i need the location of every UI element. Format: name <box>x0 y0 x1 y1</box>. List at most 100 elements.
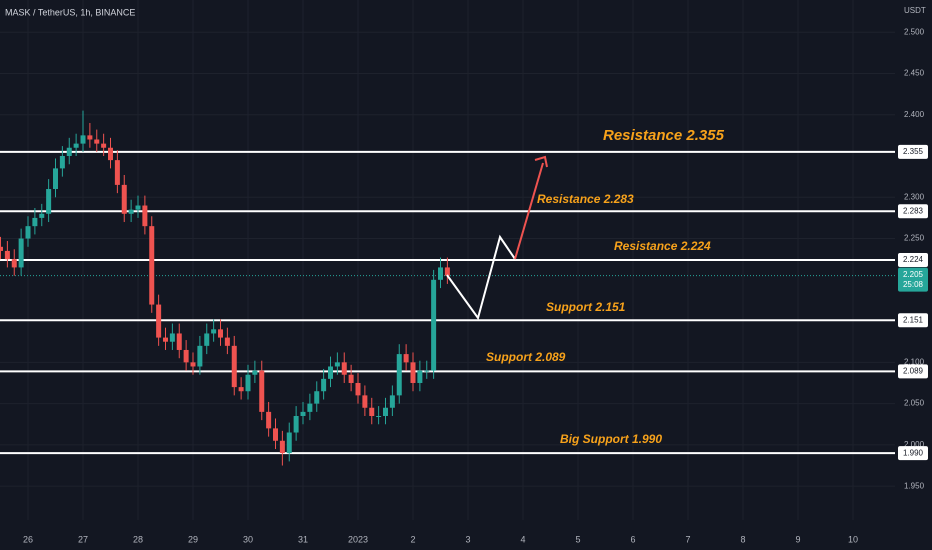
candle-body <box>25 226 31 239</box>
candle-body <box>300 411 306 416</box>
x-tick-label: 26 <box>23 534 33 544</box>
y-tick-label: 2.300 <box>904 192 925 201</box>
annotation: Support 2.089 <box>486 350 566 364</box>
x-tick-label: 7 <box>685 534 690 544</box>
x-tick-label: 2 <box>410 534 415 544</box>
candle-body <box>328 366 334 379</box>
x-tick-label: 29 <box>188 534 198 544</box>
x-tick-label: 8 <box>740 534 745 544</box>
x-tick-label: 28 <box>133 534 143 544</box>
candle-body <box>156 304 162 338</box>
candle-body <box>66 147 72 156</box>
candle-body <box>314 391 320 404</box>
level-label: 2.283 <box>903 206 924 215</box>
candle-body <box>321 378 327 392</box>
candle-body <box>231 345 237 388</box>
x-tick-label: 3 <box>465 534 470 544</box>
y-tick-label: 1.950 <box>904 481 925 490</box>
candle-body <box>410 362 416 383</box>
candle-body <box>94 139 100 144</box>
candle-body <box>101 143 107 148</box>
chart-title: MASK / TetherUS, 1h, BINANCE <box>5 7 135 17</box>
y-tick-label: 2.000 <box>904 440 925 449</box>
candle-body <box>437 267 443 280</box>
candle-body <box>396 354 402 396</box>
candle-body <box>18 238 24 268</box>
candle-body <box>431 279 437 371</box>
annotation: Resistance 2.283 <box>537 192 634 206</box>
level-label: 2.355 <box>903 147 924 156</box>
candle-body <box>403 354 409 363</box>
last-price-box <box>898 267 928 292</box>
x-tick-label: 4 <box>520 534 525 544</box>
candle-body <box>307 403 313 412</box>
candle-body <box>348 374 354 383</box>
annotation: Big Support 1.990 <box>560 432 662 446</box>
candle-body <box>334 362 340 367</box>
x-tick-label: 9 <box>795 534 800 544</box>
candle-body <box>444 267 450 276</box>
level-label: 2.151 <box>903 315 924 324</box>
candle-body <box>293 416 299 433</box>
candle-body <box>259 370 265 412</box>
candle-body <box>135 205 141 210</box>
y-tick-label: 2.400 <box>904 110 925 119</box>
candle-body <box>211 329 217 334</box>
candle-body <box>11 259 17 268</box>
candle-body <box>362 395 368 408</box>
y-tick-label: 2.100 <box>904 357 925 366</box>
candle-body <box>286 432 292 454</box>
annotation: Support 2.151 <box>546 300 626 314</box>
candle-body <box>273 428 279 441</box>
x-tick-label: 2023 <box>348 534 368 544</box>
candle-body <box>279 440 285 454</box>
candle-body <box>32 217 38 227</box>
x-tick-label: 30 <box>243 534 253 544</box>
y-tick-label: 2.500 <box>904 27 925 36</box>
level-label: 1.990 <box>903 448 924 457</box>
candle-body <box>190 362 196 367</box>
level-label: 2.224 <box>903 255 924 264</box>
candle-body <box>238 387 244 392</box>
candle-body <box>355 382 361 396</box>
candle-body <box>73 143 79 148</box>
candle-body <box>39 213 45 218</box>
candle-body <box>114 160 120 185</box>
x-tick-label: 10 <box>848 534 858 544</box>
candle-body <box>389 395 395 408</box>
x-tick-label: 31 <box>298 534 308 544</box>
candles <box>0 110 450 466</box>
candle-body <box>417 370 423 383</box>
x-tick-label: 6 <box>630 534 635 544</box>
candle-body <box>382 407 388 416</box>
level-label-box <box>898 253 928 267</box>
candle-body <box>266 411 272 429</box>
level-label-box <box>898 364 928 379</box>
candle-body <box>121 184 127 214</box>
candle-body <box>218 329 224 338</box>
candle-body <box>376 416 382 417</box>
candle-body <box>197 345 203 367</box>
candle-body <box>0 246 4 251</box>
last-price-label: 2.205 <box>903 270 924 279</box>
arrow-head <box>534 155 548 168</box>
candle-body <box>204 333 210 346</box>
candle-body <box>142 205 148 227</box>
candle-body <box>149 226 155 305</box>
candle-body <box>46 189 52 214</box>
x-tick-label: 27 <box>78 534 88 544</box>
candle-body <box>80 135 86 144</box>
y-unit: USDT <box>904 6 926 15</box>
candle-body <box>4 250 10 260</box>
candle-body <box>176 333 182 350</box>
level-label: 2.089 <box>903 367 924 376</box>
candle-body <box>169 333 175 342</box>
candle-body <box>128 209 134 214</box>
projection-path <box>446 234 516 321</box>
candle-body <box>163 337 169 342</box>
level-label-box <box>898 313 928 328</box>
y-tick-label: 2.450 <box>904 69 925 78</box>
